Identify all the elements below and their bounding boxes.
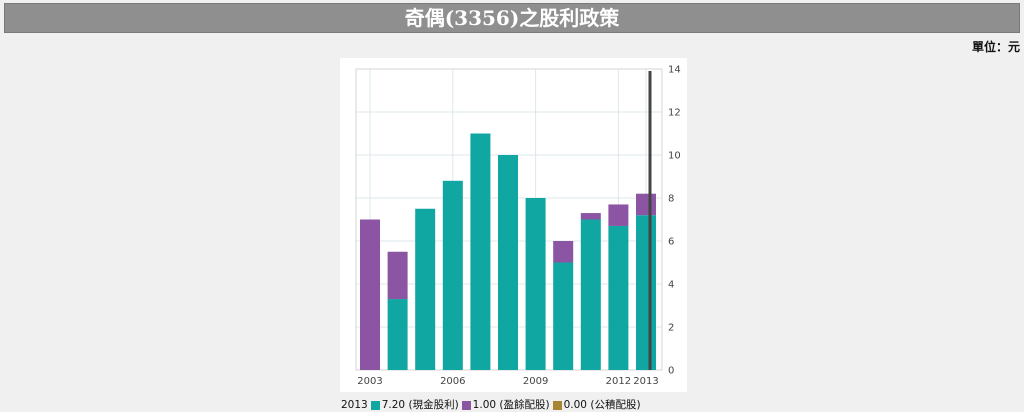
legend-year: 2013	[341, 399, 368, 411]
legend-value-reserve: 0.00	[563, 399, 587, 411]
unit-label: 單位：元	[971, 40, 1020, 54]
y-tick-label: 10	[668, 151, 681, 162]
y-tick-label: 2	[668, 323, 674, 334]
x-tick-label: 2006	[440, 376, 465, 387]
legend-label-stock: (盈餘配股)	[499, 399, 550, 411]
legend-value-stock: 1.00	[472, 399, 497, 411]
bar-2006-series-0	[442, 180, 463, 370]
y-tick-label: 12	[668, 108, 681, 119]
x-tick-label: 2009	[523, 376, 548, 387]
legend-swatch-cash	[370, 400, 380, 410]
legend-item-reserve: 0.00 (公積配股)	[550, 398, 641, 412]
y-tick-label: 8	[668, 194, 674, 205]
bar-2009-series-0	[525, 198, 546, 370]
bar-2013-series-0	[636, 215, 656, 370]
x-tick-label: 2003	[357, 376, 382, 387]
bar-2011-series-0	[580, 219, 601, 370]
bar-2010-series-1	[553, 241, 574, 263]
legend-label-cash: (現金股利)	[408, 399, 459, 411]
bar-2013-series-1	[636, 193, 656, 216]
legend-value-cash: 7.20	[381, 399, 406, 411]
legend-label-reserve: (公積配股)	[590, 399, 641, 411]
bar-2005-series-0	[415, 208, 436, 370]
page-title: 奇偶(3356)之股利政策	[4, 3, 1020, 33]
y-tick-label: 4	[668, 280, 674, 291]
chart-legend: 2013 7.20 (現金股利) 1.00 (盈餘配股) 0.00 (公積配股)	[341, 398, 641, 412]
legend-swatch-reserve	[552, 400, 562, 410]
y-tick-label: 6	[668, 237, 674, 248]
y-tick-label: 0	[668, 366, 674, 377]
legend-swatch-stock	[461, 400, 471, 410]
bar-2012-series-0	[608, 225, 629, 370]
bar-2010-series-0	[553, 262, 574, 370]
bar-2008-series-0	[498, 155, 518, 370]
bar-2003-series-1	[360, 219, 380, 370]
y-tick-label: 14	[668, 65, 681, 76]
chart-panel: 0 2 4 6 8 10 12 14 2003 2006 2009 2012 2013	[340, 58, 687, 392]
bar-2011-series-1	[580, 213, 601, 220]
legend-item-cash: 7.20 (現金股利)	[368, 398, 459, 412]
legend-item-stock: 1.00 (盈餘配股)	[459, 398, 550, 412]
dividend-chart[interactable]: 0 2 4 6 8 10 12 14 2003 2006 2009 2012 2013	[340, 58, 687, 392]
bar-2004-series-1	[387, 251, 408, 300]
bar-2012-series-1	[608, 204, 629, 226]
bar-2007-series-0	[470, 133, 491, 370]
x-tick-label: 2012	[606, 376, 631, 387]
bar-2004-series-0	[387, 299, 408, 370]
x-tick-label: 2013	[633, 376, 658, 387]
